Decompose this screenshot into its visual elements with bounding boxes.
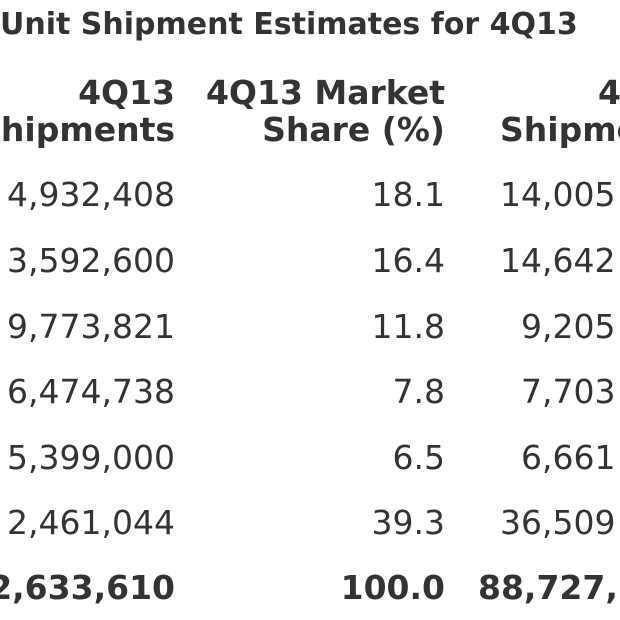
- column-header: Shipme: [500, 110, 620, 149]
- column-header: 4Q13: [78, 73, 175, 112]
- column-header: Share (%): [262, 110, 445, 149]
- table-cell: 6,661: [521, 438, 616, 477]
- table-cell: 16.4: [371, 241, 445, 280]
- table-cell: 9,205: [521, 307, 616, 346]
- table-cell: 7,703: [521, 372, 616, 411]
- table-cell: 88,727,: [478, 568, 618, 607]
- table-cell: 6,474,738: [7, 372, 175, 411]
- table-cell: 6.5: [392, 438, 445, 477]
- table-cell: 5,399,000: [7, 438, 175, 477]
- table-cell: 3,592,600: [7, 241, 175, 280]
- table-title: Unit Shipment Estimates for 4Q13: [0, 7, 578, 42]
- table-cell: 2,461,044: [7, 503, 175, 542]
- table-cell: 39.3: [371, 503, 445, 542]
- table-cell: 14,642: [500, 241, 616, 280]
- table-cell: 4,932,408: [7, 175, 175, 214]
- table-cell: 2,633,610: [0, 568, 175, 607]
- table-cell: 14,005: [500, 175, 616, 214]
- table-cell: 100.0: [340, 568, 445, 607]
- table-cell: 18.1: [371, 175, 445, 214]
- table-cell: 9,773,821: [7, 307, 175, 346]
- column-header: 4: [598, 73, 620, 112]
- column-header: Shipments: [0, 110, 175, 149]
- column-header: 4Q13 Market: [205, 73, 445, 112]
- table-cell: 11.8: [371, 307, 445, 346]
- table-cell: 36,509: [500, 503, 616, 542]
- table-cell: 7.8: [392, 372, 445, 411]
